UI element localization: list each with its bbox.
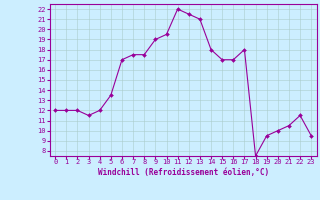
X-axis label: Windchill (Refroidissement éolien,°C): Windchill (Refroidissement éolien,°C) [98, 168, 269, 177]
